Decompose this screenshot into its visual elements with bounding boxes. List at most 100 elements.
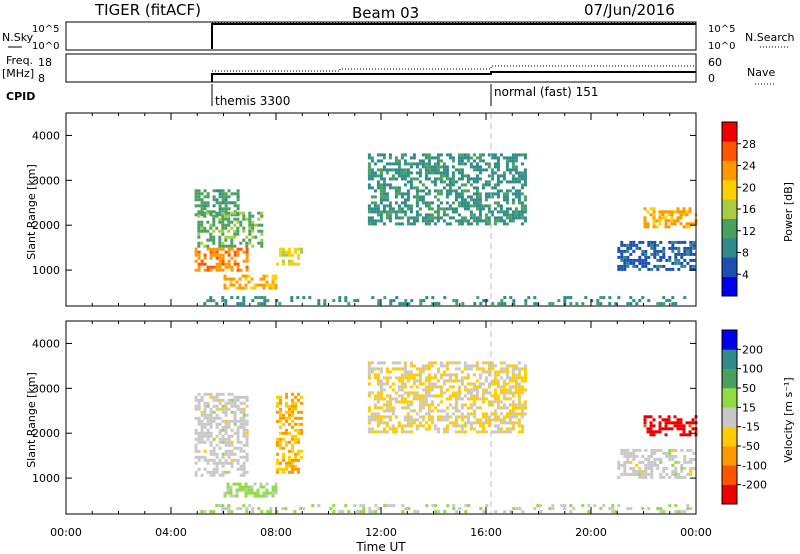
velocity-cell xyxy=(677,510,681,514)
power-colorbar-tick-label: 4 xyxy=(742,268,749,281)
power-cell xyxy=(466,204,470,208)
power-cell xyxy=(253,286,257,290)
power-cell xyxy=(215,211,219,215)
velocity-cell xyxy=(209,419,213,423)
velocity-cell xyxy=(391,382,395,386)
velocity-cell xyxy=(457,367,461,371)
power-cell xyxy=(194,204,198,208)
power-cell xyxy=(259,277,263,281)
velocity-cell xyxy=(227,461,231,465)
velocity-ytick-label: 3000 xyxy=(32,382,60,395)
power-cell xyxy=(236,195,240,199)
velocity-cell xyxy=(484,391,488,395)
power-cell xyxy=(667,210,671,214)
power-ytick-label: 3000 xyxy=(32,174,60,187)
power-cell xyxy=(496,192,500,196)
power-cell xyxy=(487,180,491,184)
velocity-cell xyxy=(523,412,527,416)
power-cell xyxy=(415,210,419,214)
power-cell xyxy=(265,280,269,284)
power-cell xyxy=(671,261,675,265)
velocity-cell xyxy=(262,485,266,489)
velocity-cell xyxy=(221,473,225,477)
power-cell xyxy=(523,171,527,175)
velocity-cell xyxy=(415,394,419,398)
power-cell xyxy=(517,198,521,202)
power-cell xyxy=(424,192,428,196)
velocity-cell xyxy=(400,424,404,428)
velocity-cell xyxy=(409,409,413,413)
power-cell xyxy=(415,216,419,220)
power-cell xyxy=(490,177,494,181)
power-cell xyxy=(415,189,419,193)
velocity-cell xyxy=(239,446,243,450)
power-cell xyxy=(206,195,210,199)
velocity-cell xyxy=(367,361,371,365)
power-cell xyxy=(308,296,312,300)
power-cell xyxy=(692,240,696,244)
power-cell xyxy=(373,189,377,193)
velocity-cell xyxy=(520,391,524,395)
power-cell xyxy=(481,219,485,223)
velocity-cell xyxy=(454,409,458,413)
velocity-cell xyxy=(650,466,654,470)
power-cell xyxy=(221,256,225,260)
velocity-cell xyxy=(649,427,653,431)
velocity-cell xyxy=(370,361,374,365)
velocity-cell xyxy=(638,475,642,479)
power-cell xyxy=(635,264,639,268)
velocity-cell xyxy=(376,376,380,380)
velocity-cell xyxy=(439,409,443,413)
power-cell xyxy=(197,262,201,266)
power-cell xyxy=(434,302,438,306)
velocity-cell xyxy=(463,415,467,419)
power-cell xyxy=(209,256,213,260)
velocity-cell xyxy=(356,510,360,514)
velocity-cell xyxy=(400,379,404,383)
power-cell xyxy=(673,219,677,223)
power-cell xyxy=(427,156,431,160)
velocity-cell xyxy=(203,401,207,405)
velocity-cell xyxy=(224,404,228,408)
power-cell xyxy=(302,296,306,300)
power-cell xyxy=(431,302,435,306)
velocity-cell xyxy=(487,421,491,425)
velocity-cell xyxy=(677,472,681,476)
power-cell xyxy=(367,162,371,166)
power-cell xyxy=(385,171,389,175)
velocity-cell xyxy=(650,472,654,476)
velocity-cell xyxy=(517,361,521,365)
power-cell xyxy=(493,156,497,160)
velocity-cell xyxy=(679,421,683,425)
power-cell xyxy=(367,216,371,220)
velocity-cell xyxy=(626,457,630,461)
velocity-cell xyxy=(376,394,380,398)
velocity-cell xyxy=(209,458,213,462)
velocity-cell xyxy=(229,494,233,498)
power-cell xyxy=(422,299,426,303)
velocity-cell xyxy=(259,494,263,498)
velocity-cell xyxy=(451,424,455,428)
power-cell xyxy=(653,264,657,268)
velocity-cell xyxy=(463,385,467,389)
power-cell xyxy=(227,207,231,211)
power-cell xyxy=(439,177,443,181)
velocity-cell xyxy=(209,470,213,474)
power-cell xyxy=(388,216,392,220)
power-cell xyxy=(659,258,663,262)
velocity-cell xyxy=(505,406,509,410)
velocity-cell xyxy=(457,379,461,383)
velocity-cell xyxy=(661,427,665,431)
power-cell xyxy=(397,216,401,220)
velocity-cell xyxy=(454,424,458,428)
velocity-cell xyxy=(379,394,383,398)
power-cell xyxy=(279,250,282,254)
power-cell xyxy=(688,225,692,229)
power-cell xyxy=(221,247,225,251)
velocity-cell xyxy=(466,373,470,377)
power-cell xyxy=(505,216,509,220)
velocity-cell xyxy=(439,361,443,365)
velocity-cell xyxy=(466,397,470,401)
power-cell xyxy=(223,283,227,287)
